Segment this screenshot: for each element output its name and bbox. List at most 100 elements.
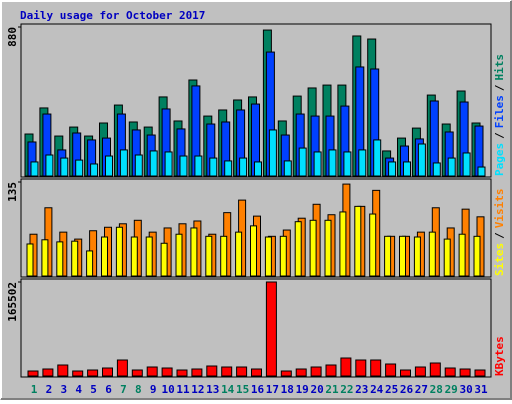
x-tick-label: 4 (75, 383, 82, 396)
bar (283, 160, 292, 177)
x-tick-label: 21 (325, 383, 339, 396)
bar (370, 359, 382, 377)
bar (60, 157, 69, 177)
y-tick-label: 165502 (6, 282, 19, 322)
bar (417, 143, 426, 177)
x-tick-label: 16 (251, 383, 265, 396)
bar (194, 155, 203, 177)
chart-title: Daily usage for October 2017 (20, 9, 205, 22)
x-tick-label: 17 (266, 383, 279, 396)
legend-entry: Pages (493, 143, 506, 176)
bar (235, 231, 243, 277)
bar (432, 162, 441, 177)
bar (149, 150, 158, 177)
bar (116, 359, 128, 377)
x-tick-label: 11 (176, 383, 190, 396)
bar (205, 235, 213, 277)
bar (57, 364, 69, 377)
legend-entry: Sites (493, 243, 506, 276)
bar (414, 366, 426, 377)
bar (26, 243, 34, 277)
bar (444, 367, 456, 377)
bar (429, 362, 441, 377)
legend-entry: Visits (493, 189, 506, 229)
x-tick-label: 22 (340, 383, 353, 396)
bar (447, 157, 456, 177)
bar (474, 369, 486, 377)
x-tick-label: 13 (206, 383, 219, 396)
bar (41, 239, 49, 277)
bar (239, 157, 248, 177)
x-tick-label: 15 (236, 383, 249, 396)
bar (131, 369, 143, 377)
bar (403, 161, 411, 177)
bar (179, 155, 188, 177)
bar (400, 369, 411, 377)
x-tick-label: 6 (105, 383, 112, 396)
x-tick-label: 3 (60, 383, 67, 396)
legend-entry: KBytes (493, 336, 506, 376)
bar (399, 235, 406, 277)
bar (413, 236, 421, 277)
legend-separator: / (493, 232, 506, 239)
bar (90, 163, 99, 177)
bar (428, 231, 436, 277)
bar (443, 238, 451, 277)
x-tick-label: 29 (445, 383, 458, 396)
bar (373, 139, 382, 177)
x-tick-label: 2 (46, 383, 53, 396)
bar (295, 368, 307, 377)
x-tick-label: 26 (400, 383, 414, 396)
x-tick-label: 1 (31, 383, 38, 396)
bar (251, 368, 262, 377)
x-tick-label: 20 (310, 383, 323, 396)
bar (145, 236, 153, 277)
legend-separator: / (493, 132, 506, 139)
legend-separator: / (493, 84, 506, 91)
bar (86, 250, 94, 277)
bar (190, 227, 198, 277)
x-tick-label: 28 (430, 383, 443, 396)
bar (175, 233, 183, 277)
bar (42, 368, 54, 377)
bar (71, 240, 79, 277)
bar (358, 149, 367, 177)
bar (388, 161, 397, 177)
bar (72, 370, 84, 377)
x-tick-label: 5 (90, 383, 97, 396)
bar (87, 369, 99, 377)
bar (130, 236, 138, 277)
x-tick-label: 25 (385, 383, 398, 396)
bar (354, 205, 362, 277)
x-tick-label: 30 (459, 383, 472, 396)
bar (458, 233, 466, 277)
bar (191, 368, 203, 377)
x-tick-label: 18 (281, 383, 294, 396)
bar (119, 149, 128, 177)
bar (369, 213, 377, 277)
bar (101, 236, 108, 277)
x-tick-label: 7 (120, 383, 127, 396)
bar (298, 147, 307, 177)
bar (473, 235, 481, 277)
bar (265, 281, 277, 377)
bar (385, 363, 397, 377)
bar (56, 241, 64, 277)
bar (146, 366, 158, 377)
bar (209, 157, 218, 177)
bar (27, 370, 39, 377)
bar (206, 365, 218, 377)
x-tick-label: 8 (135, 383, 142, 396)
bar (355, 359, 367, 377)
bar (134, 154, 143, 177)
bar (310, 366, 322, 377)
bar (462, 152, 471, 177)
bar (459, 368, 471, 377)
bar (264, 236, 272, 277)
bar (343, 151, 352, 177)
x-tick-label: 14 (221, 383, 235, 396)
bar (477, 166, 486, 177)
bar (221, 366, 233, 377)
